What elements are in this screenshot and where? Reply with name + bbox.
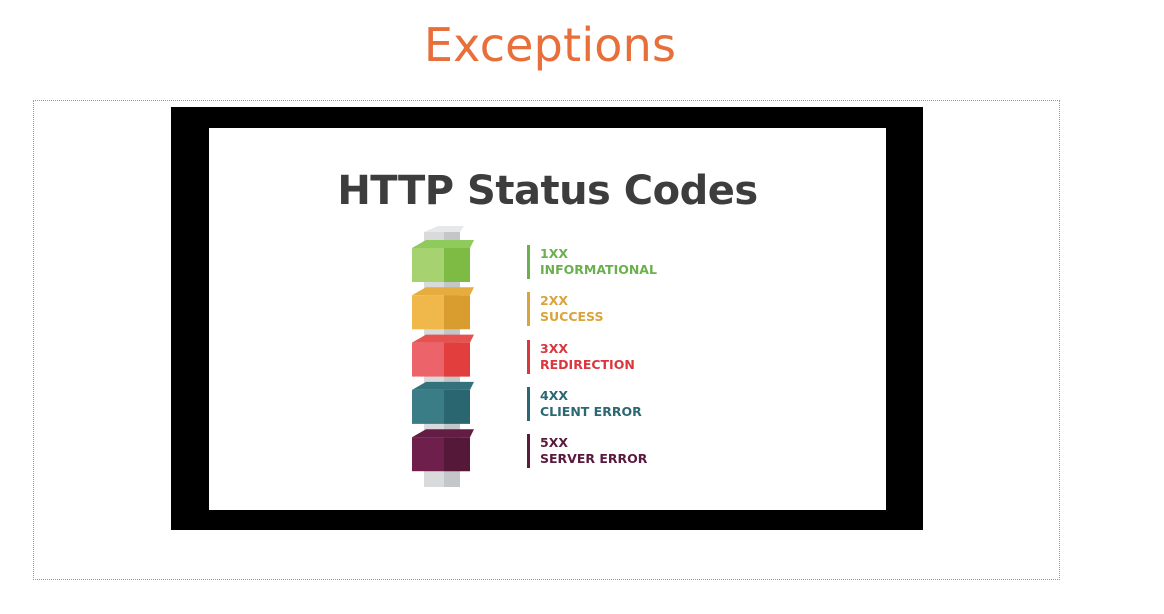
- stack-block-side: [444, 389, 470, 424]
- stack-block-side: [444, 342, 470, 377]
- image-heading: HTTP Status Codes: [337, 168, 758, 214]
- legend-color-bar: [527, 245, 530, 279]
- legend-color-bar: [527, 386, 530, 421]
- stack-block-side: [444, 295, 470, 330]
- legend-label: INFORMATIONAL: [540, 262, 657, 277]
- stack-block-side: [444, 248, 470, 282]
- legend-label: SERVER ERROR: [540, 451, 648, 467]
- stack-block-front: [412, 389, 444, 424]
- stack-block-top: [412, 429, 474, 438]
- legend-code: 4XX: [540, 387, 568, 403]
- legend-code: 2XX: [540, 293, 568, 309]
- legend-label: CLIENT ERROR: [540, 403, 642, 419]
- stack-block-top: [412, 381, 474, 390]
- stack-block-front: [412, 295, 444, 330]
- slide-title: Exceptions: [423, 18, 677, 72]
- stack-block-front: [412, 248, 444, 282]
- stack-block-top: [412, 287, 474, 296]
- stack-block-front: [412, 342, 444, 377]
- stack-block-front: [412, 437, 444, 472]
- status-block-stack-illustration: [412, 226, 474, 487]
- legend-label: REDIRECTION: [540, 356, 635, 372]
- image-placeholder-frame[interactable]: [33, 100, 1060, 580]
- legend-code: 1XX: [540, 246, 568, 261]
- legend-color-bar: [527, 292, 530, 327]
- legend-code: 3XX: [540, 340, 568, 356]
- http-status-codes-image: HTTP Status Codes 1XX INFORMATIONAL 2XX SUC…: [209, 128, 886, 510]
- legend-code: 5XX: [540, 435, 568, 451]
- stack-block-side: [444, 437, 470, 472]
- stack-pillar-cap: [424, 226, 464, 232]
- legend-color-bar: [527, 434, 530, 469]
- stack-block-top: [412, 240, 474, 248]
- legend-label: SUCCESS: [540, 309, 604, 325]
- stack-block-top: [412, 334, 474, 343]
- legend-color-bar: [527, 339, 530, 374]
